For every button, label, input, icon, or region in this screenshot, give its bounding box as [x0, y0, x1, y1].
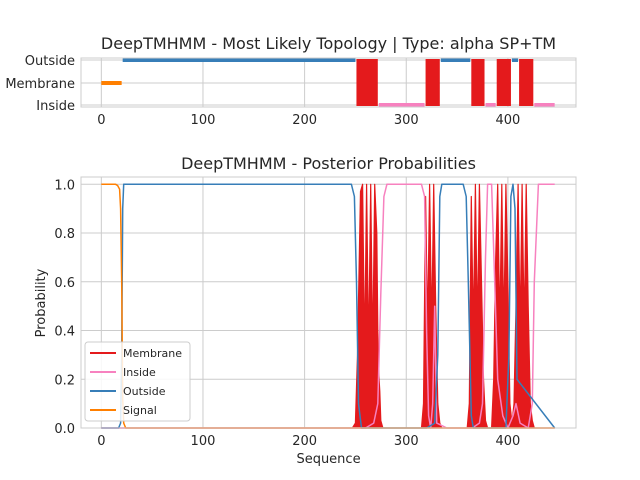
posterior-x-tick-label: 300	[394, 434, 419, 449]
posterior-title: DeepTMHMM - Posterior Probabilities	[181, 154, 476, 173]
posterior-axes-frame	[80, 176, 577, 429]
topology-x-tick-label: 300	[394, 113, 419, 128]
posterior-x-tick-label: 400	[495, 434, 520, 449]
topology-segment-membrane	[471, 59, 485, 106]
posterior-y-tick-label: 0.2	[54, 373, 75, 388]
posterior-x-tick-label: 0	[97, 434, 105, 449]
topology-axes-frame	[80, 57, 577, 108]
posterior-x-tick-label: 200	[292, 434, 317, 449]
topology-y-ticks: Inside Membrane Outside	[5, 54, 75, 114]
topology-y-tick-label: Inside	[36, 99, 75, 114]
topology-x-tick-label: 400	[495, 113, 520, 128]
topology-chart: 0 100 200 300 400 Inside Membrane Outside Deep…	[5, 34, 577, 128]
posterior-y-tick-label: 0.8	[54, 227, 75, 242]
posterior-y-tick-label: 0.4	[54, 325, 75, 340]
topology-title: DeepTMHMM - Most Likely Topology | Type:…	[101, 34, 556, 53]
series-signal	[101, 183, 555, 429]
y-axis-label: Probability	[34, 268, 49, 337]
topology-segment-membrane	[356, 59, 378, 106]
legend-label-membrane: Membrane	[123, 347, 182, 360]
posterior-chart: 0 100 200 300 400 0.0 0.2 0.4 0.6 0.8 1.0 DeepTMH…	[34, 154, 577, 467]
posterior-x-tick-label: 100	[191, 434, 216, 449]
legend-label-signal: Signal	[123, 404, 157, 417]
legend-box	[84, 341, 191, 422]
topology-segment-membrane	[425, 59, 440, 106]
topology-segment-membrane	[519, 59, 534, 106]
topology-x-tick-label: 100	[191, 113, 216, 128]
series-outside	[101, 183, 556, 429]
series-membrane	[100, 183, 556, 429]
posterior-y-ticks: 0.0 0.2 0.4 0.6 0.8 1.0	[54, 178, 75, 437]
posterior-x-ticks: 0 100 200 300 400	[97, 434, 520, 449]
topology-x-ticks: 0 100 200 300 400	[97, 113, 520, 128]
topology-x-tick-label: 0	[97, 113, 105, 128]
topology-segment-membrane	[496, 59, 511, 106]
posterior-y-tick-label: 1.0	[54, 178, 75, 193]
topology-y-tick-label: Membrane	[5, 77, 75, 92]
topology-segments	[101, 58, 555, 107]
topology-y-tick-label: Outside	[25, 54, 75, 69]
posterior-y-tick-label: 0.6	[54, 276, 75, 291]
legend-label-outside: Outside	[123, 385, 166, 398]
x-axis-label: Sequence	[296, 452, 360, 467]
posterior-y-tick-label: 0.0	[54, 422, 75, 437]
legend: Membrane Inside Outside Signal	[84, 341, 191, 422]
legend-label-inside: Inside	[123, 366, 156, 379]
topology-x-tick-label: 200	[292, 113, 317, 128]
